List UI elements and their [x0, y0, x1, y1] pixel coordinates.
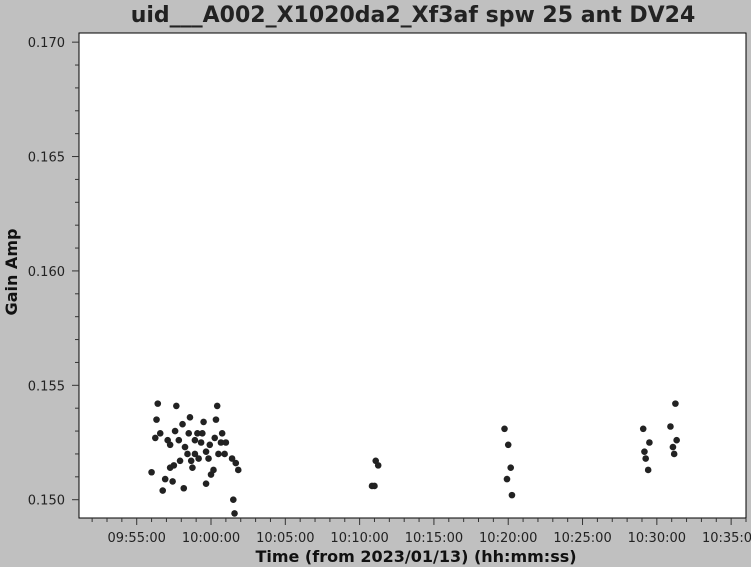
data-point	[641, 448, 648, 455]
y-tick-label: 0.165	[28, 151, 65, 166]
data-point	[186, 414, 194, 421]
data-point	[169, 478, 176, 485]
data-point	[153, 416, 160, 423]
y-tick-label: 0.170	[28, 36, 65, 51]
data-point	[669, 443, 677, 451]
y-tick-label: 0.150	[28, 494, 65, 509]
data-point	[371, 482, 378, 490]
data-point	[161, 475, 169, 483]
data-point	[217, 439, 225, 446]
data-point	[508, 491, 516, 499]
chart-title: uid___A002_X1020da2_Xf3af spw 25 ant DV2…	[131, 3, 696, 28]
data-point	[151, 434, 159, 442]
x-tick-label: 10:10:00	[330, 531, 388, 546]
data-point	[175, 436, 183, 444]
data-point	[232, 459, 240, 467]
data-point	[642, 455, 649, 462]
x-tick-label: 10:25:00	[553, 531, 611, 546]
data-point	[212, 416, 220, 423]
x-tick-label: 10:20:00	[479, 531, 537, 546]
data-point	[176, 457, 184, 465]
data-point	[189, 464, 196, 471]
data-point	[228, 455, 236, 462]
x-tick-label: 10:30:00	[628, 531, 686, 546]
data-point	[507, 464, 515, 471]
y-axis-label: Gain Amp	[2, 229, 21, 316]
data-point	[211, 434, 219, 442]
data-points	[148, 400, 680, 517]
data-point	[202, 480, 210, 487]
data-point	[221, 450, 228, 458]
y-tick-label: 0.160	[28, 265, 65, 280]
data-point	[187, 457, 195, 465]
data-point	[200, 418, 207, 426]
data-point	[673, 436, 680, 444]
data-point	[181, 443, 189, 451]
data-point	[180, 484, 188, 492]
data-point	[173, 402, 180, 410]
x-axis-ticks: 09:55:00 10:00:00 10:05:00 10:10:00 10:15:00…	[91, 518, 751, 546]
data-point	[218, 430, 226, 437]
y-tick-label: 0.155	[28, 379, 65, 394]
data-point	[156, 430, 164, 437]
data-point	[230, 496, 237, 503]
data-point	[194, 430, 201, 437]
data-point	[504, 441, 512, 449]
data-point	[670, 450, 678, 458]
data-point	[374, 462, 382, 469]
data-point	[210, 466, 217, 474]
data-point	[159, 487, 167, 494]
data-point	[184, 450, 191, 458]
data-point	[195, 455, 202, 462]
data-point	[202, 448, 210, 455]
data-point	[206, 441, 214, 449]
x-tick-label: 10:35:00	[702, 531, 751, 546]
data-point	[213, 402, 221, 410]
data-point	[191, 450, 199, 458]
x-axis-label: Time (from 2023/01/13) (hh:mm:ss)	[255, 547, 576, 566]
data-point	[205, 455, 212, 462]
y-axis-ticks: 0.150 0.155 0.160 0.165 0.170	[28, 36, 79, 509]
data-point	[199, 430, 206, 437]
data-point	[215, 450, 222, 458]
data-point	[185, 430, 193, 437]
data-point	[222, 439, 230, 446]
data-point	[154, 400, 162, 407]
data-point	[639, 425, 647, 433]
plot-background	[78, 32, 747, 519]
data-point	[170, 462, 178, 469]
data-point	[197, 439, 205, 446]
data-point	[672, 400, 679, 407]
data-point	[179, 420, 186, 428]
data-point	[501, 425, 508, 433]
x-tick-label: 10:15:00	[405, 531, 463, 546]
data-point	[503, 475, 511, 483]
x-tick-label: 09:55:00	[108, 531, 166, 546]
x-tick-label: 10:00:00	[182, 531, 240, 546]
data-point	[166, 441, 174, 449]
data-point	[667, 423, 674, 430]
data-point	[646, 439, 653, 446]
data-point	[644, 466, 652, 474]
data-point	[231, 510, 238, 517]
data-point	[234, 466, 242, 474]
data-point	[148, 468, 155, 476]
data-point	[171, 427, 179, 435]
x-tick-label: 10:05:00	[256, 531, 314, 546]
data-point	[191, 436, 199, 444]
